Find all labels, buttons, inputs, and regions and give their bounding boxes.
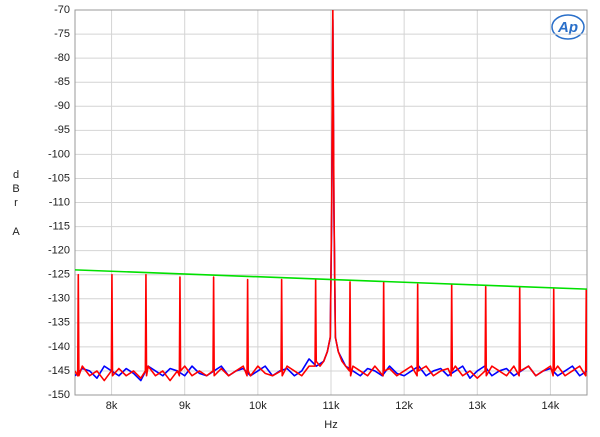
y-tick-label: -90	[54, 100, 70, 112]
x-tick-label: 14k	[542, 400, 560, 412]
plot-frame	[74, 9, 588, 396]
x-tick-label: 10k	[249, 400, 267, 412]
y-tick-label: -120	[48, 245, 70, 257]
grid	[75, 9, 587, 396]
y-tick-label: -115	[49, 220, 70, 232]
logo: Ap	[551, 14, 585, 40]
y-tick-label: -135	[48, 317, 70, 329]
y-tick-label: -140	[48, 341, 70, 353]
logo-text: Ap	[557, 19, 578, 36]
x-tick-label: 9k	[179, 400, 191, 412]
x-tick-label: 12k	[395, 400, 413, 412]
y-tick-label: -150	[48, 389, 70, 401]
y-tick-label: -85	[54, 76, 70, 88]
y-tick-label: -95	[54, 124, 70, 136]
x-tick-label: 8k	[106, 400, 118, 412]
y-tick-label: -145	[48, 365, 70, 377]
series-line	[75, 269, 587, 290]
y-tick-label: -80	[54, 52, 70, 64]
y-tick-label: -110	[49, 196, 70, 208]
x-tick-label: 11k	[323, 400, 340, 412]
x-tick-label: 13k	[468, 400, 486, 412]
y-tick-label: -70	[54, 4, 70, 16]
logo-badge	[551, 14, 585, 40]
y-tick-label: -75	[54, 28, 70, 40]
y-tick-label: -100	[48, 148, 70, 160]
series-line	[75, 10, 587, 382]
y-tick-label: -125	[48, 269, 70, 281]
y-tick-label: -130	[48, 293, 70, 305]
y-tick-label: -105	[48, 172, 70, 184]
x-axis-label: Hz	[324, 419, 337, 431]
